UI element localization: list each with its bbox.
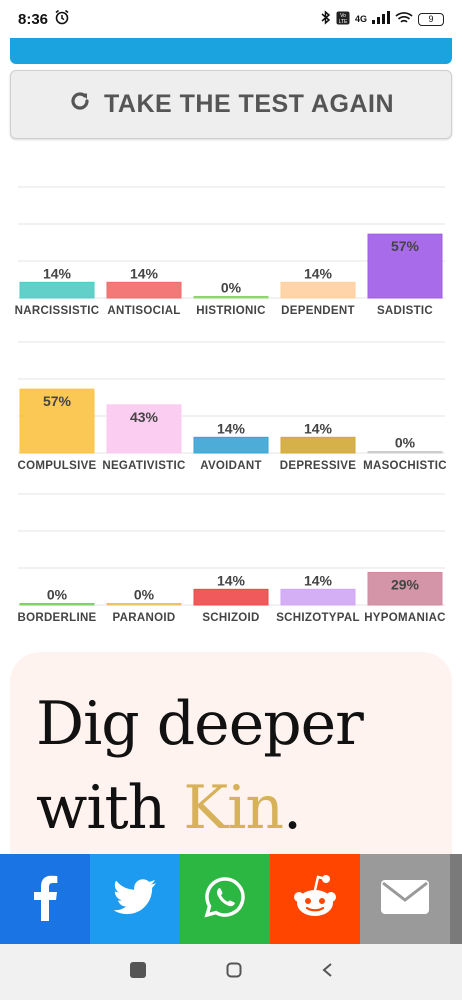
bar-value-label: 29% (391, 577, 420, 593)
share-more-edge[interactable] (450, 854, 462, 944)
bar (280, 281, 356, 299)
svg-text:LTE: LTE (339, 19, 348, 25)
personality-chart-3: 0% BORDERLINE 0% PARANOID 14% SCHIZOID 14% SCHI… (17, 493, 446, 622)
share-email-button[interactable] (360, 854, 450, 944)
facebook-icon (31, 873, 59, 926)
twitter-icon (113, 878, 157, 920)
promo-line-1: Dig deeper (36, 689, 364, 759)
category-label: AVOIDANT (200, 460, 262, 470)
personality-chart-2: 57% COMPULSIVE 43% NEGATIVISTIC 14% AVOIDANT 1… (17, 341, 447, 470)
battery-icon: 9 (418, 12, 444, 26)
bar-value-label: 0% (221, 280, 242, 296)
category-label: DEPRESSIVE (280, 460, 357, 470)
signal-icon (372, 11, 390, 27)
home-icon[interactable] (226, 962, 242, 983)
share-twitter-button[interactable] (90, 854, 180, 944)
bar-value-label: 14% (304, 572, 333, 588)
share-facebook-button[interactable] (0, 854, 90, 944)
bar (193, 588, 269, 606)
category-label: HYPOMANIAC (364, 612, 446, 622)
battery-level: 9 (428, 14, 434, 24)
refresh-icon (68, 89, 92, 120)
bar-value-label: 14% (43, 265, 72, 281)
category-label: PARANOID (113, 612, 176, 622)
bar-value-label: 14% (304, 420, 333, 436)
category-label: DEPENDENT (281, 305, 355, 315)
bar (106, 281, 182, 299)
category-label: SCHIZOTYPAL (276, 612, 360, 622)
category-label: SADISTIC (377, 305, 433, 315)
bar (193, 296, 269, 299)
status-bar: 8:36 Vo LTE 4G 9 (0, 0, 462, 38)
network-type: 4G (354, 14, 367, 24)
bar (19, 388, 95, 454)
email-icon (380, 879, 430, 920)
bar (280, 436, 356, 454)
bar-value-label: 57% (391, 238, 420, 254)
recents-icon[interactable] (129, 961, 147, 984)
share-whatsapp-button[interactable] (180, 854, 270, 944)
promo-heading: Dig deeper with Kin. (36, 682, 364, 850)
bar-value-label: 0% (134, 587, 155, 603)
system-nav-bar (0, 944, 462, 1000)
promo-line-2: with Kin. (36, 766, 363, 850)
bar (19, 603, 95, 606)
bar-value-label: 0% (47, 587, 68, 603)
take-test-again-button[interactable]: TAKE THE TEST AGAIN (10, 70, 452, 139)
svg-text:Vo: Vo (340, 13, 346, 19)
bar (106, 404, 182, 454)
bar (193, 436, 269, 454)
bar (367, 451, 443, 454)
wifi-icon (395, 11, 413, 28)
category-label: BORDERLINE (17, 612, 96, 622)
category-label: MASOCHISTIC (363, 460, 447, 470)
bar (367, 233, 443, 299)
category-label: NARCISSISTIC (15, 305, 100, 315)
category-label: HISTRIONIC (196, 305, 265, 315)
bar-value-label: 14% (217, 420, 246, 436)
reddit-icon (290, 873, 340, 926)
bar-value-label: 14% (130, 265, 159, 281)
share-bar (0, 854, 462, 944)
bar-value-label: 14% (304, 265, 333, 281)
alarm-icon (54, 9, 70, 29)
bar-value-label: 0% (395, 435, 416, 451)
promo-line-2-suffix: . (283, 773, 302, 843)
status-time: 8:36 (18, 10, 49, 28)
category-label: COMPULSIVE (17, 460, 96, 470)
share-reddit-button[interactable] (270, 854, 360, 944)
kin-promo-card[interactable]: Dig deeper with Kin. (10, 652, 452, 882)
volte-icon: Vo LTE (336, 11, 350, 28)
bar (19, 281, 95, 299)
category-label: NEGATIVISTIC (102, 460, 185, 470)
whatsapp-icon (203, 875, 247, 924)
bar-value-label: 14% (217, 572, 246, 588)
promo-kin-word: Kin (183, 773, 284, 843)
bar (367, 572, 443, 606)
bar-value-label: 43% (130, 409, 159, 425)
category-label: SCHIZOID (202, 612, 259, 622)
take-test-again-label: TAKE THE TEST AGAIN (103, 90, 395, 118)
bluetooth-icon (321, 10, 331, 28)
back-icon[interactable] (321, 962, 333, 983)
promo-line-2-prefix: with (36, 773, 184, 843)
bar (106, 603, 182, 606)
personality-chart-1: 14% NARCISSISTIC 14% ANTISOCIAL 0% HISTRIONIC… (15, 186, 445, 315)
category-label: ANTISOCIAL (107, 305, 180, 315)
bar (280, 588, 356, 606)
bar-value-label: 57% (43, 393, 72, 409)
